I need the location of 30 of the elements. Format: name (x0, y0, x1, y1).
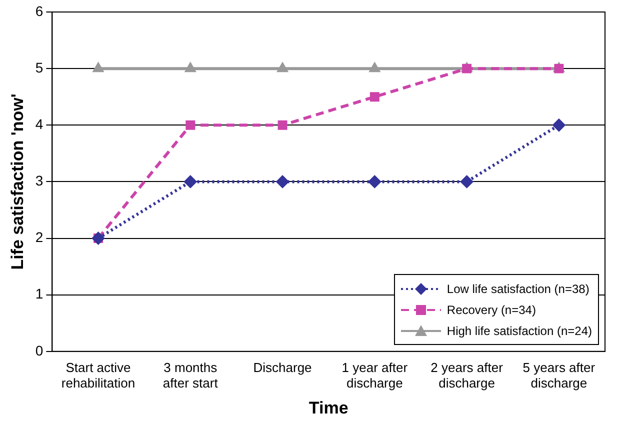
point (276, 62, 288, 72)
legend-label: Recovery (n=34) (446, 302, 536, 317)
x-tick-label: 5 years after discharge (522, 360, 596, 390)
legend-label: Low life satisfaction (n=38) (446, 282, 590, 296)
y-tick-label: 2 (35, 229, 44, 246)
point (276, 175, 290, 188)
y-tick-label: 4 (35, 116, 44, 132)
point (460, 175, 474, 188)
point (368, 62, 380, 72)
x-tick-label: Start active rehabilitation (61, 360, 136, 390)
point (186, 120, 196, 130)
y-tick-label: 5 (35, 59, 44, 76)
y-tick-label: 3 (35, 172, 44, 189)
point (184, 62, 196, 72)
y-axis-title: Life satisfaction 'now' (8, 94, 27, 270)
point (552, 118, 566, 132)
x-tick-label: Discharge (253, 360, 312, 375)
x-tick-label: 2 years after discharge (430, 360, 504, 390)
legend-label: High life satisfaction (n=24) (446, 324, 592, 338)
point (278, 120, 288, 130)
x-axis-title: Time (308, 398, 348, 418)
point (370, 92, 380, 102)
point (368, 175, 382, 188)
x-tick-label: 3 months after start (162, 360, 218, 390)
x-tick-label: 1 year after discharge (342, 360, 408, 390)
y-tick-label: 0 (35, 342, 44, 358)
point (184, 175, 197, 188)
y-tick-label: 1 (35, 286, 44, 302)
point (92, 62, 104, 72)
y-tick-label: 6 (35, 2, 44, 19)
